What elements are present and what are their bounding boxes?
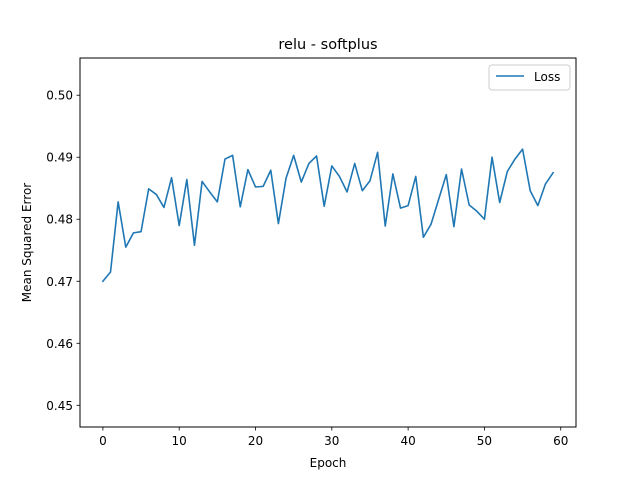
y-axis-ticks: 0.45 0.46 0.47 0.48 0.49 0.50	[46, 89, 80, 413]
y-tick-label: 0.47	[46, 275, 73, 289]
x-tick-label: 40	[400, 434, 415, 448]
x-tick-label: 60	[553, 434, 568, 448]
plot-frame	[79, 57, 577, 428]
legend-box	[488, 64, 571, 91]
x-tick-label: 30	[324, 434, 339, 448]
series-layer	[101, 148, 555, 283]
series-line-loss	[101, 148, 555, 283]
chart-title: relu - softplus	[278, 37, 377, 53]
x-axis-ticks: 0 10 20 30 40 50 60	[99, 427, 568, 448]
y-tick-label: 0.49	[46, 151, 73, 165]
x-tick-label: 50	[477, 434, 492, 448]
y-tick-label: 0.48	[46, 213, 73, 227]
legend-label-loss: Loss	[534, 70, 560, 84]
legend: Loss	[488, 64, 571, 91]
y-tick-label: 0.50	[46, 89, 73, 103]
y-tick-label: 0.46	[46, 337, 73, 351]
x-tick-label: 10	[172, 434, 187, 448]
x-tick-label: 0	[99, 434, 107, 448]
y-tick-label: 0.45	[46, 399, 73, 413]
x-axis-label: Epoch	[310, 456, 347, 470]
x-tick-label: 20	[248, 434, 263, 448]
y-axis-label: Mean Squared Error	[20, 183, 34, 303]
